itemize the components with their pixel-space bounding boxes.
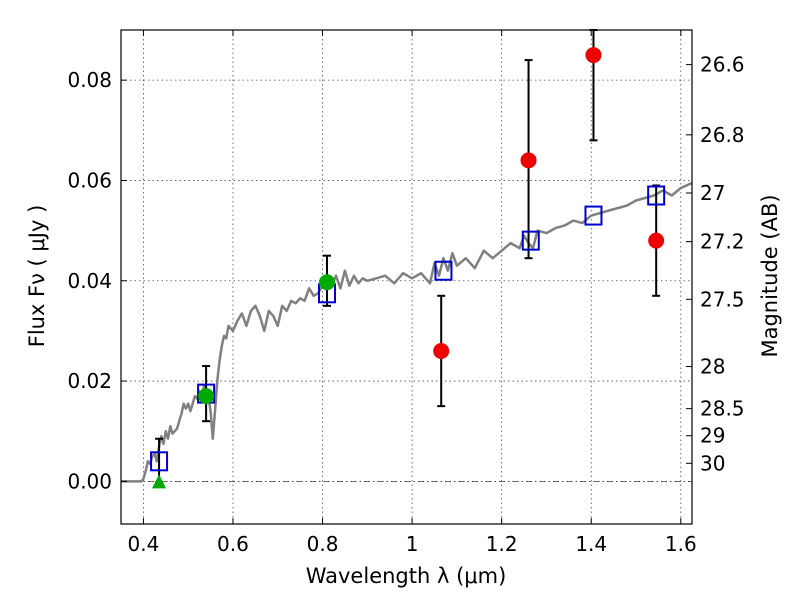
y-tick-label: 0.00 xyxy=(67,469,112,493)
x-tick-label: 1.4 xyxy=(575,532,607,556)
x-tick-label: 1.2 xyxy=(486,532,518,556)
right-tick-label: 27.2 xyxy=(700,230,745,254)
right-tick-label: 29 xyxy=(700,424,725,448)
green-upper-limit-triangle xyxy=(152,474,167,489)
model-photometry-square xyxy=(584,205,603,226)
red-data-point xyxy=(648,232,665,249)
right-tick-label: 27 xyxy=(700,181,725,205)
y-tick-label: 0.02 xyxy=(67,369,112,393)
green-data-point xyxy=(319,274,336,291)
model-photometry-square xyxy=(521,230,540,251)
red-data-point xyxy=(520,152,537,169)
x-tick-label: 0.4 xyxy=(127,532,159,556)
right-tick-label: 27.5 xyxy=(700,287,745,311)
x-axis-label: Wavelength λ (μm) xyxy=(306,564,507,588)
green-data-point xyxy=(198,388,215,405)
model-photometry-square xyxy=(434,260,453,281)
red-data-point xyxy=(585,47,602,64)
red-data-point xyxy=(433,342,450,359)
x-tick-label: 0.8 xyxy=(307,532,339,556)
y-tick-label: 0.06 xyxy=(67,168,112,192)
tick-labels: 0.4 0.6 0.8 1 1.2 1.4 1.6 0.00 0.02 0.04 0.06 0.08 2… xyxy=(67,53,744,556)
model-photometry-square xyxy=(647,185,666,206)
right-tick-label: 26.6 xyxy=(700,53,745,77)
y-tick-label: 0.04 xyxy=(67,269,112,293)
observed-points xyxy=(152,47,665,489)
model-spectrum-layer xyxy=(121,181,693,483)
x-tick-label: 0.6 xyxy=(217,532,249,556)
y-tick-label: 0.08 xyxy=(67,68,112,92)
right-tick-label: 30 xyxy=(700,451,725,475)
axis-ticks xyxy=(121,30,692,524)
model-spectrum-line xyxy=(121,181,693,483)
right-tick-label: 28 xyxy=(700,355,725,379)
model-photometry-square xyxy=(150,451,169,472)
x-tick-label: 1.6 xyxy=(665,532,697,556)
plot-frame xyxy=(120,29,693,525)
right-tick-label: 28.5 xyxy=(700,397,745,421)
x-tick-label: 1 xyxy=(406,532,419,556)
right-tick-label: 26.8 xyxy=(700,123,745,147)
y-axis-label: Flux Fν ( μJy ) xyxy=(25,205,49,348)
right-axis-label: Magnitude (AB) xyxy=(758,194,782,357)
